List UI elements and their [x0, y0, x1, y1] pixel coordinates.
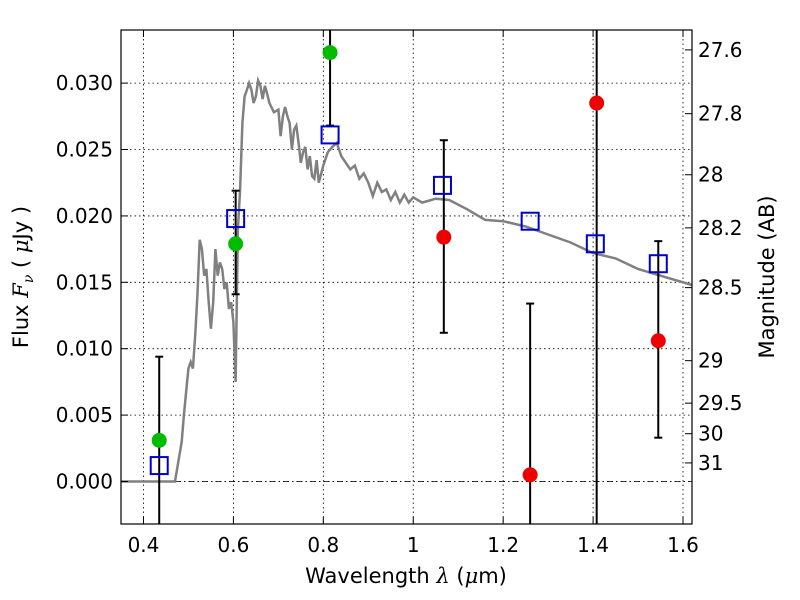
y2-tick-label-1: 27.8: [698, 102, 743, 126]
optical-point-1: [228, 236, 244, 252]
model-photometry-square-5: [585, 234, 605, 254]
y-tick-label-4: 0.020: [56, 204, 113, 228]
y2-tick-label-3: 28.2: [698, 216, 743, 240]
y2-tick-label-4: 28.5: [698, 276, 743, 300]
plot-frame: [120, 29, 693, 525]
model-photometry-square-2: [320, 125, 340, 145]
y-tick-label-5: 0.025: [56, 138, 113, 162]
y2-tick-label-0: 27.6: [698, 38, 743, 62]
x-tick-label-6: 1.6: [667, 533, 699, 557]
y-tick-label-3: 0.015: [56, 270, 113, 294]
model-sed-line: [121, 75, 693, 483]
y2-tick-label-7: 30: [698, 422, 723, 446]
axis-ticks: 0.4 0.6 0.8 1 1.2 1.4 1.6 0.000 0.005 0.010 0.015 0…: [56, 30, 743, 557]
x-axis-title: Wavelength λ (μm): [305, 564, 507, 588]
x-tick-label-5: 1.4: [577, 533, 609, 557]
optical-point-2: [322, 45, 338, 61]
y-tick-label-6: 0.030: [56, 71, 113, 95]
error-bars: [155, 30, 663, 524]
y-axis-title: Flux Fν ( μJy ): [9, 206, 37, 348]
nir-point-2: [589, 95, 605, 111]
x-tick-label-4: 1.2: [487, 533, 519, 557]
y-tick-label-2: 0.010: [56, 337, 113, 361]
y-tick-label-0: 0.000: [56, 470, 113, 494]
model-photometry-square-1: [226, 209, 246, 229]
nir-point-0: [436, 229, 452, 245]
model-photometry-square-0: [149, 456, 169, 476]
y-tick-label-1: 0.005: [56, 403, 113, 427]
model-photometry-square-6: [648, 254, 668, 274]
optical-point-0: [151, 432, 167, 448]
model-photometry-square-3: [432, 175, 452, 195]
data-markers: [149, 45, 668, 483]
x-tick-label-0: 0.4: [128, 533, 160, 557]
y2-tick-label-8: 31: [698, 451, 723, 475]
nir-point-1: [522, 467, 538, 483]
x-tick-label-1: 0.6: [217, 533, 249, 557]
x-tick-label-2: 0.8: [307, 533, 339, 557]
x-tick-label-3: 1: [407, 533, 420, 557]
nir-point-3: [650, 333, 666, 349]
y2-tick-label-5: 29: [698, 349, 723, 373]
model-photometry-square-4: [520, 211, 540, 231]
y2-tick-label-2: 28: [698, 163, 723, 187]
y2-axis-title: Magnitude (AB): [755, 195, 779, 358]
y2-tick-label-6: 29.5: [698, 391, 743, 415]
